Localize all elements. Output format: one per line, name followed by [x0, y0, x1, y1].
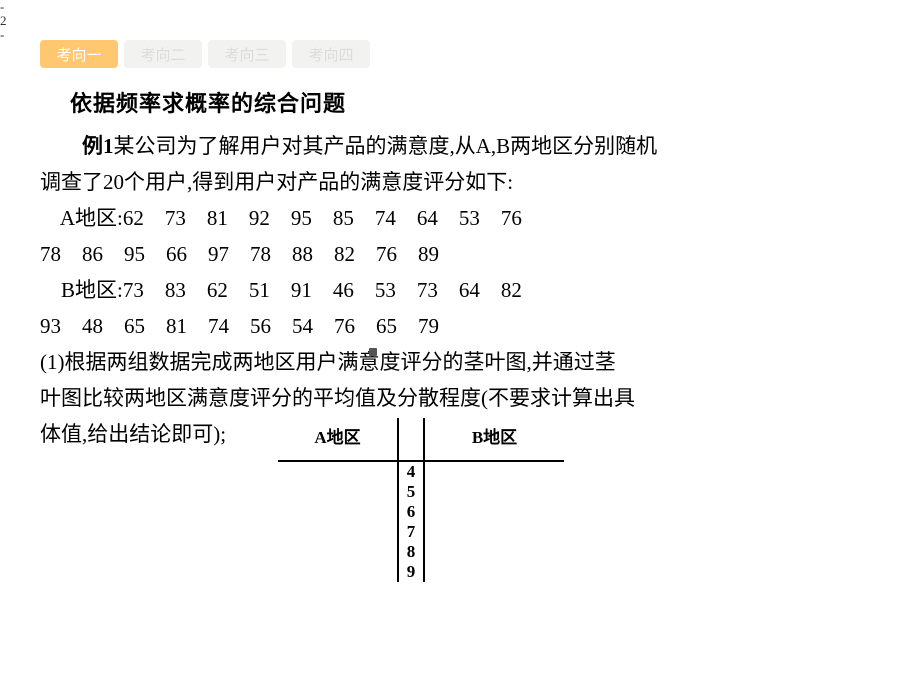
- question-line-2: 叶图比较两地区满意度评分的平均值及分散程度(不要求计算出具: [40, 380, 880, 416]
- cursor-marker: [369, 348, 377, 356]
- stem-8: 8: [398, 542, 424, 562]
- data-a-row1: A地区:62 73 81 92 95 85 74 64 53 76: [40, 200, 880, 236]
- data-a-row2: 78 86 95 66 97 78 88 82 76 89: [40, 236, 880, 272]
- example-label: 例1: [82, 134, 114, 158]
- intro-line-1: 某公司为了解用户对其产品的满意度,从A,B两地区分别随机: [114, 134, 658, 158]
- stem-7: 7: [398, 522, 424, 542]
- stemleaf-header-left: A地区: [278, 418, 398, 461]
- stem-9: 9: [398, 562, 424, 582]
- stem-6: 6: [398, 502, 424, 522]
- slide-content: 考向一 考向二 考向三 考向四 依据频率求概率的综合问题 例1某公司为了解用户对…: [0, 0, 920, 602]
- tab-2[interactable]: 考向二: [124, 40, 202, 68]
- section-title: 依据频率求概率的综合问题: [70, 86, 880, 118]
- question-line-3: 体值,给出结论即可);: [40, 416, 288, 452]
- tab-1[interactable]: 考向一: [40, 40, 118, 68]
- question-line-1: (1)根据两组数据完成两地区用户满意度评分的茎叶图,并通过茎: [40, 344, 880, 380]
- stem-5: 5: [398, 482, 424, 502]
- data-b-row2: 93 48 65 81 74 56 54 76 65 79: [40, 308, 880, 344]
- problem-body: 例1某公司为了解用户对其产品的满意度,从A,B两地区分别随机 调查了20个用户,…: [40, 128, 880, 200]
- question-text: (1)根据两组数据完成两地区用户满意度评分的茎叶图,并通过茎 叶图比较两地区满意…: [40, 344, 880, 582]
- page-edge-marker: - 2 -: [0, 0, 7, 42]
- tab-bar: 考向一 考向二 考向三 考向四: [40, 40, 880, 68]
- stem-leaf-diagram: A地区 B地区 4 5 6 7 8 9: [278, 418, 564, 582]
- stem-4: 4: [398, 461, 424, 482]
- intro-line-2: 调查了20个用户,得到用户对产品的满意度评分如下:: [40, 164, 880, 200]
- tab-4[interactable]: 考向四: [292, 40, 370, 68]
- stemleaf-header-right: B地区: [424, 418, 564, 461]
- data-b-row1: B地区:73 83 62 51 91 46 53 73 64 82: [40, 272, 880, 308]
- tab-3[interactable]: 考向三: [208, 40, 286, 68]
